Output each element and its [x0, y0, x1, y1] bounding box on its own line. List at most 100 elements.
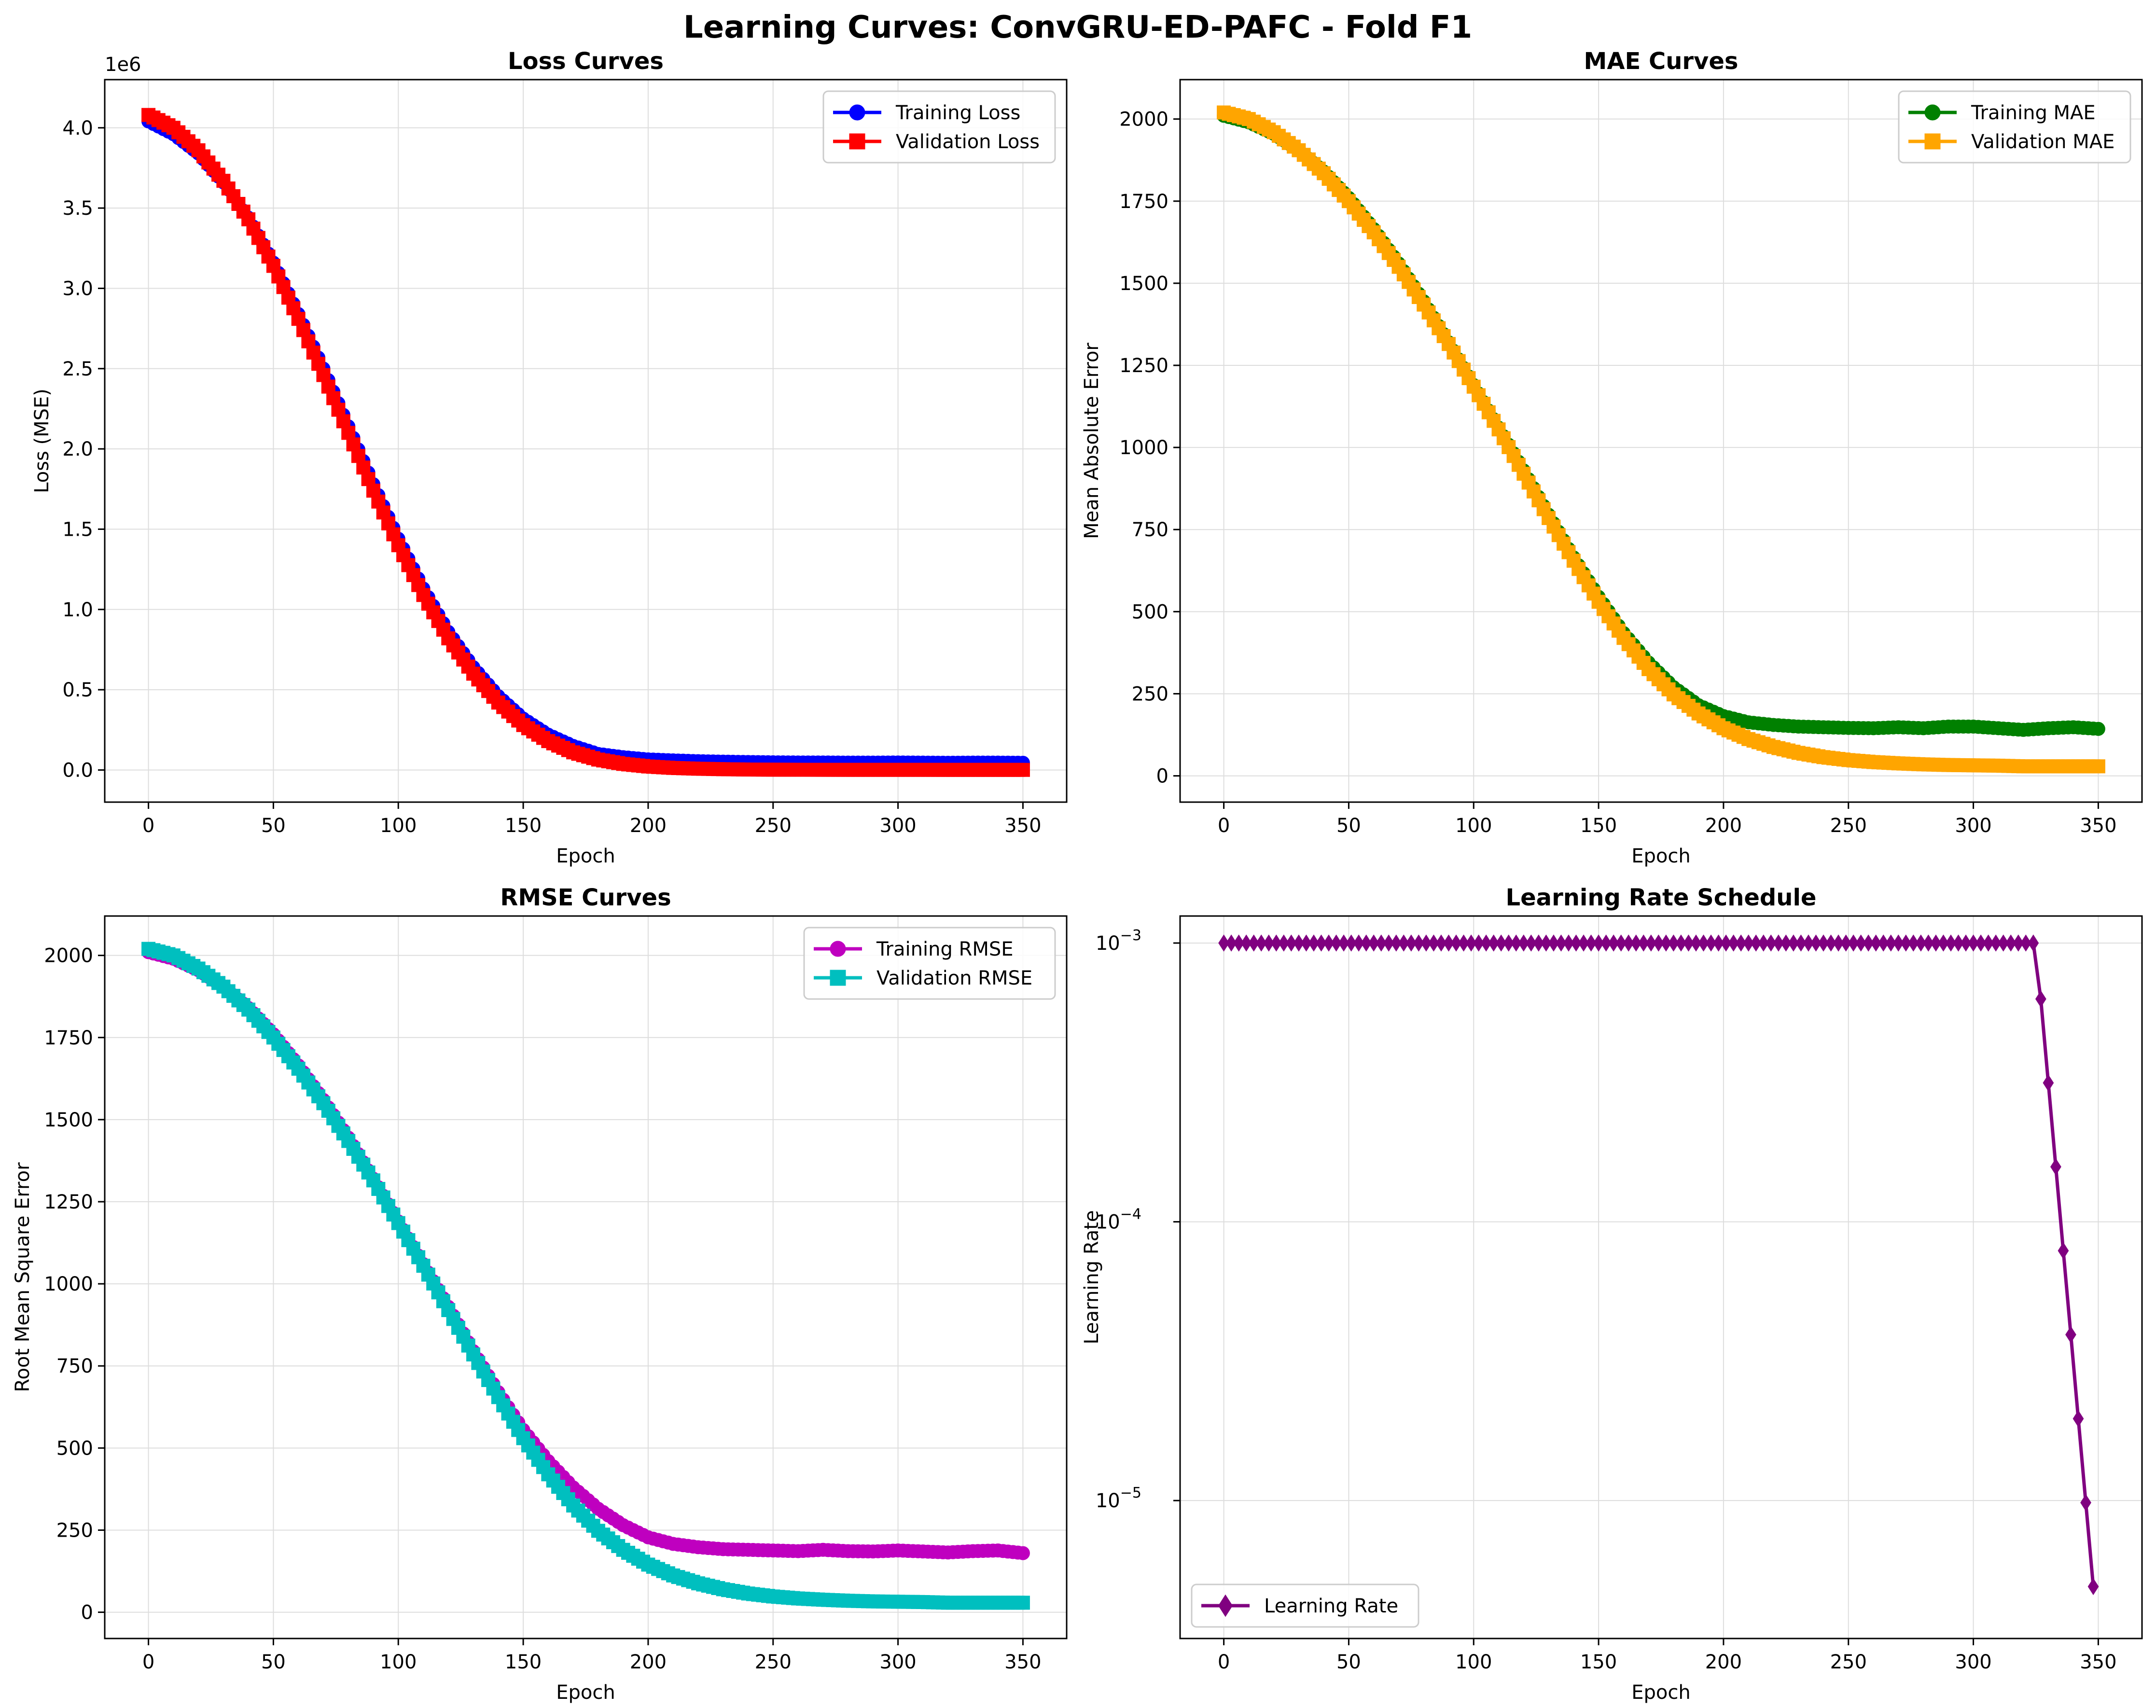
data-point [1391, 934, 1402, 952]
y-tick-label: 3.5 [62, 197, 93, 220]
legend: Training RMSE Validation RMSE [803, 927, 1056, 1000]
data-point [1518, 934, 1530, 952]
panel-title: RMSE Curves [500, 884, 671, 911]
y-tick-label: 750 [56, 1355, 93, 1377]
data-point [1368, 934, 1379, 952]
data-point [1420, 934, 1432, 952]
data-point [1353, 934, 1364, 952]
data-point [1983, 934, 1994, 952]
x-tick-label: 0 [1218, 1651, 1230, 1673]
data-point [1405, 934, 1417, 952]
data-point [341, 426, 356, 440]
legend-item: Training RMSE [814, 938, 1014, 960]
legend-label: Training Loss [895, 102, 1020, 124]
data-point [1915, 934, 1927, 952]
data-point [1331, 934, 1342, 952]
data-point [351, 449, 365, 463]
data-point [1578, 934, 1589, 952]
y-tick-label: 250 [56, 1519, 93, 1541]
data-point [2091, 759, 2105, 774]
data-point [316, 368, 331, 382]
data-point [1938, 934, 1949, 952]
data-point [2013, 934, 2024, 952]
panel-rmse: 0 50 100 150 200 250 300 350 0 250 500 750 1000 1250 1… [12, 884, 1068, 1704]
data-point [1690, 934, 1702, 952]
axes-frame [104, 79, 1068, 803]
x-axis-label: Epoch [1631, 1681, 1690, 1704]
data-point [1833, 934, 1844, 952]
series-validation-loss [141, 108, 1030, 777]
data-point [1571, 934, 1582, 952]
data-point [1780, 934, 1792, 952]
y-axis-label: Mean Absolute Error [1081, 343, 1103, 539]
data-point [1683, 934, 1694, 952]
data-point [1361, 934, 1372, 952]
data-point [1803, 934, 1814, 952]
y-tick-label: 1250 [1119, 355, 1168, 377]
x-tick-label: 350 [2080, 815, 2116, 837]
data-point [1383, 934, 1394, 952]
y-tick-exponent: −4 [1120, 1206, 1141, 1223]
data-point [1615, 934, 1627, 952]
x-tick-label: 100 [380, 815, 417, 837]
data-point [1713, 934, 1724, 952]
y-tick-label: 750 [1132, 519, 1168, 541]
y-tick-label: 2000 [44, 945, 93, 967]
data-point [1473, 934, 1485, 952]
data-point [2073, 1410, 2084, 1428]
series-learning-rate [1218, 934, 2099, 1596]
data-point [1015, 763, 1030, 777]
y-tick-label: 3.0 [62, 278, 93, 300]
data-point [1510, 934, 1522, 952]
data-point [1848, 934, 1859, 952]
data-point [1645, 934, 1657, 952]
x-tick-label: 350 [1004, 815, 1041, 837]
data-point [326, 391, 341, 405]
y-tick-label: 4.0 [62, 117, 93, 139]
data-point [1735, 934, 1747, 952]
data-point [1428, 934, 1439, 952]
y-tick-label: 1500 [1119, 273, 1168, 295]
data-point [1450, 934, 1462, 952]
y-tick-label: 500 [56, 1437, 93, 1459]
legend: Training Loss Validation Loss [822, 90, 1056, 164]
data-point [1960, 934, 1972, 952]
data-point [1285, 934, 1297, 952]
data-point [1788, 934, 1799, 952]
figure-title: Learning Curves: ConvGRU-ED-PAFC - Fold … [683, 10, 1472, 45]
data-point [1825, 934, 1836, 952]
data-point [1293, 934, 1305, 952]
legend-label: Training MAE [1971, 102, 2096, 124]
x-axis-label: Epoch [556, 845, 615, 867]
data-point [1653, 934, 1664, 952]
data-point [2005, 934, 2017, 952]
x-tick-label: 250 [1830, 1651, 1867, 1673]
data-point [1586, 934, 1597, 952]
legend-marker [830, 970, 846, 986]
data-point [1855, 934, 1867, 952]
data-point [1263, 934, 1275, 952]
y-tick-label: 1500 [44, 1109, 93, 1131]
data-point [2065, 1326, 2076, 1344]
y-axis-label: Root Mean Square Error [12, 1162, 34, 1392]
legend-box [803, 927, 1056, 1000]
legend-item: Validation MAE [1908, 131, 2114, 153]
x-tick-label: 250 [1830, 815, 1867, 837]
legend-box [1191, 1583, 1419, 1628]
legend-item: Training Loss [833, 102, 1020, 124]
data-point [1810, 934, 1822, 952]
data-point [1773, 934, 1784, 952]
data-point [1593, 934, 1604, 952]
data-point [1270, 934, 1282, 952]
data-point [1795, 934, 1807, 952]
legend-marker [1924, 104, 1941, 121]
x-tick-label: 300 [879, 1651, 916, 1673]
data-point [1923, 934, 1934, 952]
data-point [2087, 1578, 2099, 1596]
panel-title: Learning Rate Schedule [1506, 884, 1817, 911]
x-tick-label: 0 [142, 1651, 154, 1673]
panel-title: Loss Curves [508, 48, 664, 75]
data-point [1248, 934, 1260, 952]
x-tick-label: 150 [505, 815, 542, 837]
data-point [356, 460, 371, 475]
